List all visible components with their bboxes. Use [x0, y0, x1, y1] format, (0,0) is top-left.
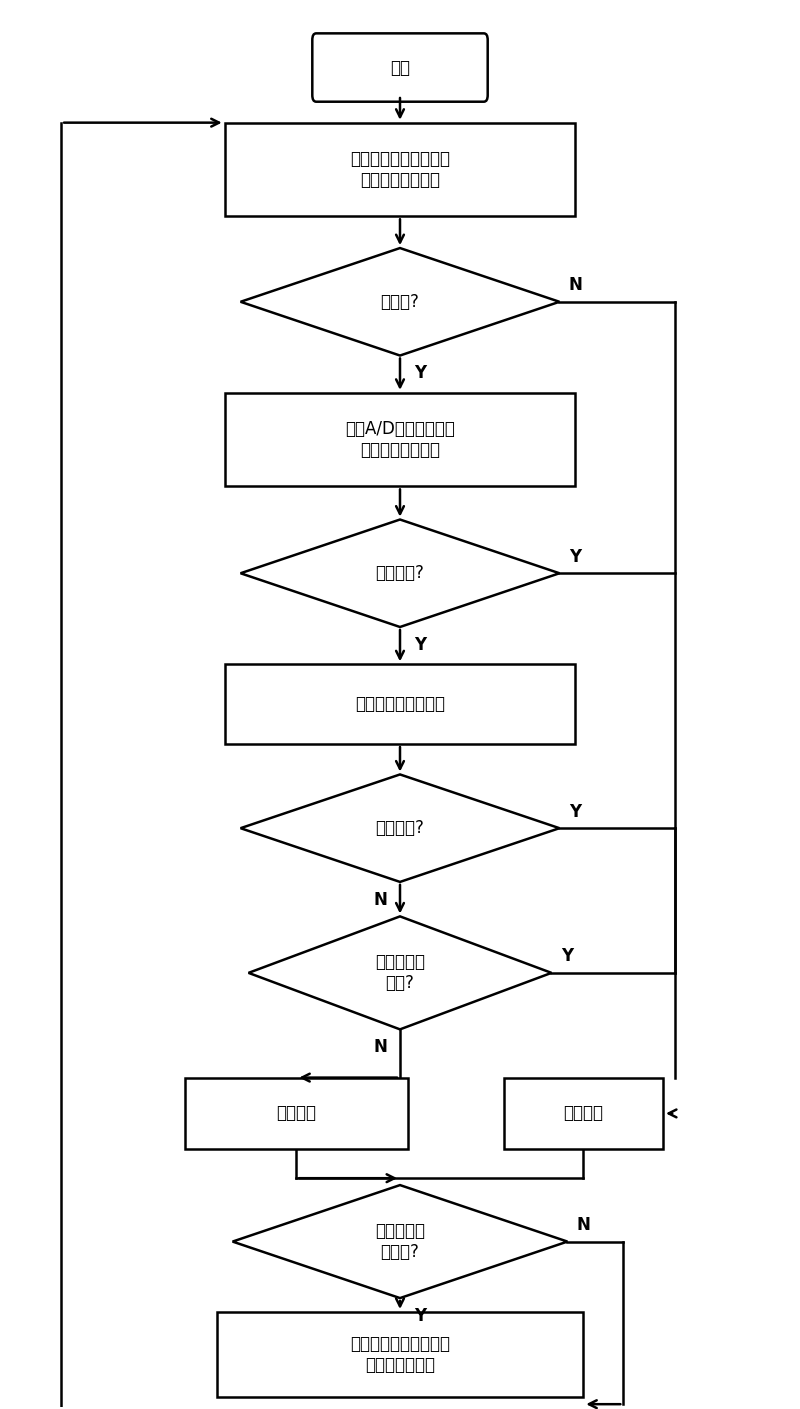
- Text: Y: Y: [562, 947, 574, 965]
- Bar: [185, 1078, 408, 1150]
- Text: N: N: [569, 276, 582, 294]
- Text: 放大器壳体打开检测: 放大器壳体打开检测: [355, 695, 445, 713]
- Text: N: N: [373, 1038, 387, 1057]
- Bar: [225, 123, 575, 217]
- Text: Y: Y: [414, 635, 426, 654]
- Bar: [504, 1078, 663, 1150]
- Polygon shape: [241, 775, 559, 882]
- Text: 关断处理: 关断处理: [563, 1105, 603, 1123]
- Polygon shape: [241, 520, 559, 627]
- Bar: [225, 664, 575, 744]
- Text: 开启处理: 开启处理: [276, 1105, 316, 1123]
- Text: 正确吗?: 正确吗?: [381, 293, 419, 311]
- Text: 前端发关命
令吗?: 前端发关命 令吗?: [375, 954, 425, 992]
- Text: 有前端其他
命令吗?: 有前端其他 命令吗?: [375, 1222, 425, 1261]
- Text: Y: Y: [414, 1308, 426, 1324]
- Bar: [225, 393, 575, 486]
- Text: Y: Y: [414, 365, 426, 382]
- Polygon shape: [233, 1185, 567, 1298]
- FancyBboxPatch shape: [312, 34, 488, 101]
- Text: 信号A/D转换、处理、
识别线路阻抗变化: 信号A/D转换、处理、 识别线路阻抗变化: [345, 420, 455, 459]
- Text: N: N: [577, 1216, 590, 1234]
- Text: Y: Y: [570, 803, 582, 820]
- Text: N: N: [373, 890, 387, 909]
- Polygon shape: [241, 248, 559, 355]
- Text: 变化大吗?: 变化大吗?: [375, 564, 425, 582]
- Text: 开机: 开机: [390, 59, 410, 76]
- Text: 打开了吗?: 打开了吗?: [375, 819, 425, 837]
- Polygon shape: [249, 916, 551, 1030]
- Text: 采集信号中编码进行断
线或信号中断识别: 采集信号中编码进行断 线或信号中断识别: [350, 151, 450, 189]
- Text: 识别码修改、初始化、
寻检等命令处理: 识别码修改、初始化、 寻检等命令处理: [350, 1336, 450, 1374]
- Text: Y: Y: [570, 548, 582, 566]
- Bar: [217, 1312, 583, 1398]
